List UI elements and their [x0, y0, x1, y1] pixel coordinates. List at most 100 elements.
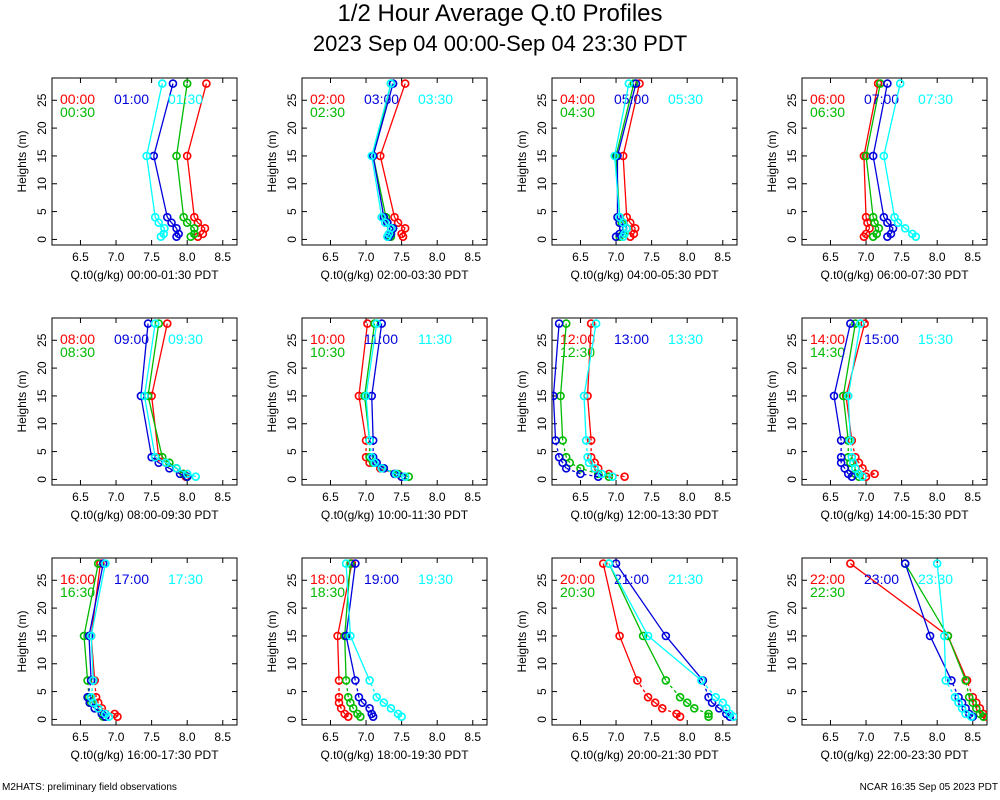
x-tick-label: 8.5 [714, 730, 731, 744]
series-group [341, 559, 406, 721]
x-axis-label: Q.t0(g/kg) 22:00-23:30 PDT [820, 748, 969, 762]
series-segment [565, 456, 571, 464]
data-point [554, 319, 564, 328]
y-tick-label: 10 [35, 417, 49, 431]
data-point [334, 698, 344, 708]
y-tick-label: 20 [535, 601, 549, 615]
y-tick-label: 15 [285, 389, 299, 403]
y-tick-label: 25 [35, 333, 49, 347]
y-tick-label: 20 [785, 361, 799, 375]
legend-label: 09:00 [114, 331, 149, 347]
profile-panel: 6.5 7.0 7.5 8.0 8.5 0 5 10 15 20 25 Q.t0(g/kg) 16:0… [15, 557, 238, 762]
y-axis-label: Heights (m) [515, 370, 529, 432]
series-segment [559, 323, 567, 396]
data-point [615, 212, 624, 222]
series-group [932, 559, 976, 721]
legend-label: 10:30 [310, 344, 345, 360]
series-segment [865, 83, 881, 157]
data-point [848, 458, 858, 468]
series-segment [897, 222, 906, 229]
data-point [142, 151, 151, 161]
series-segment [558, 456, 564, 464]
series-group [829, 319, 857, 481]
x-tick-label: 6.5 [822, 250, 839, 264]
data-point [101, 709, 110, 719]
data-point [202, 79, 211, 88]
y-tick-label: 5 [785, 208, 799, 215]
x-tick-label: 8.0 [929, 730, 946, 744]
data-point [93, 703, 103, 713]
x-tick-label: 8.0 [179, 250, 196, 264]
y-tick-label: 20 [535, 121, 549, 135]
series-segment [968, 696, 974, 704]
y-axis-label: Heights (m) [15, 370, 29, 432]
data-point [868, 212, 878, 222]
y-tick-label: 15 [285, 149, 299, 163]
series-group [843, 319, 867, 481]
series-segment [345, 563, 352, 636]
y-tick-label: 20 [35, 601, 49, 615]
data-point [379, 698, 389, 708]
data-point [947, 676, 956, 685]
y-tick-label: 15 [535, 389, 549, 403]
x-tick-label: 7.5 [143, 490, 160, 504]
data-point [341, 559, 351, 568]
legend-label: 20:30 [560, 584, 595, 600]
data-point [675, 692, 685, 702]
chart-title: 1/2 Hour Average Q.t0 Profiles [337, 0, 663, 27]
legend-label: 13:00 [614, 331, 649, 347]
x-tick-label: 7.5 [893, 250, 910, 264]
series-segment [565, 467, 581, 475]
series-segment [863, 155, 867, 218]
x-tick-label: 7.0 [358, 250, 375, 264]
data-point [391, 469, 401, 479]
series-segment [957, 702, 963, 709]
y-tick-label: 10 [285, 417, 299, 431]
series-segment [662, 707, 677, 715]
data-point [950, 692, 960, 702]
series-segment [865, 155, 874, 218]
y-axis-label: Heights (m) [515, 130, 529, 192]
data-point [190, 212, 199, 222]
series-segment [654, 702, 663, 709]
series-segment [175, 83, 188, 157]
series-segment [618, 635, 638, 681]
series-segment [929, 635, 953, 681]
y-tick-label: 0 [35, 716, 49, 723]
x-axis-label: Q.t0(g/kg) 06:00-07:30 PDT [820, 268, 969, 282]
x-tick-label: 7.0 [108, 250, 125, 264]
plot-frame [801, 77, 988, 246]
series-segment [590, 456, 596, 464]
data-point [367, 452, 377, 462]
data-point [836, 458, 846, 468]
series-segment [358, 696, 364, 704]
y-axis-label: Heights (m) [765, 610, 779, 672]
profile-panel: 6.5 7.0 7.5 8.0 8.5 0 5 10 15 20 25 Q.t0(g/kg) 14:0… [765, 317, 988, 522]
y-tick-label: 15 [535, 149, 549, 163]
y-tick-label: 15 [35, 629, 49, 643]
x-axis-label: Q.t0(g/kg) 04:00-05:30 PDT [570, 268, 719, 282]
series-group [172, 79, 199, 241]
y-tick-label: 15 [285, 629, 299, 643]
legend-label: 06:30 [810, 104, 845, 120]
footer-note: M2HATS: preliminary field observations [2, 782, 177, 793]
series-segment [608, 563, 649, 637]
x-tick-label: 8.5 [214, 250, 231, 264]
series-segment [143, 395, 156, 458]
data-point [400, 79, 410, 88]
legend-label: 21:00 [614, 571, 649, 587]
x-tick-label: 8.0 [929, 250, 946, 264]
legend-label: 08:30 [60, 344, 95, 360]
data-point [168, 79, 178, 88]
data-point [393, 709, 403, 719]
series-segment [552, 395, 557, 441]
data-point [88, 676, 98, 685]
x-tick-label: 6.5 [572, 730, 589, 744]
y-tick-label: 10 [35, 657, 49, 671]
y-tick-label: 0 [285, 236, 299, 243]
data-point [586, 436, 596, 445]
series-segment [552, 323, 560, 396]
series-segment [386, 233, 390, 237]
series-segment [362, 702, 370, 709]
series-segment [365, 323, 378, 397]
